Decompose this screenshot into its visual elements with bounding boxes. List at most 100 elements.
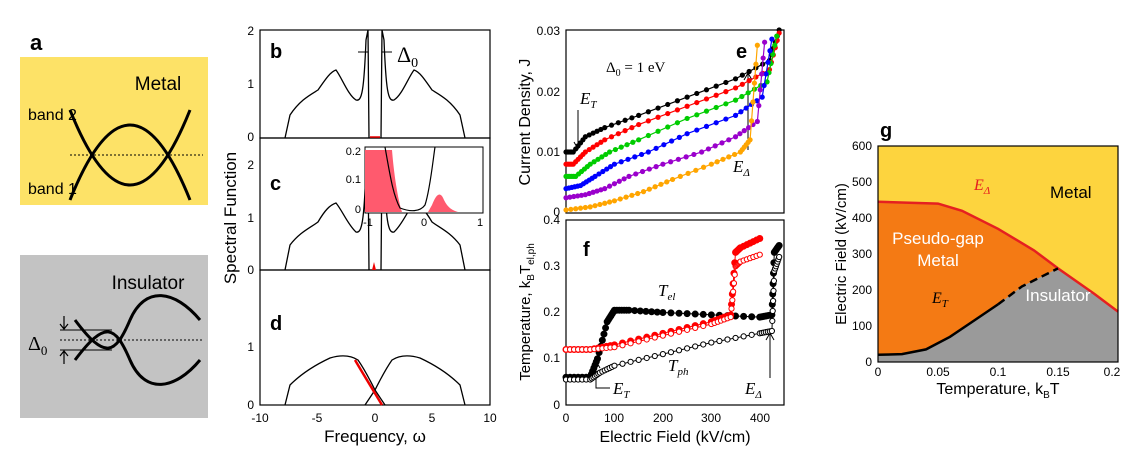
- e-point-black-10: [582, 134, 588, 140]
- spectral-d-curve-right: [364, 355, 466, 406]
- e-point-blue-31: [738, 109, 744, 115]
- inset-ytick-02: 0.2: [346, 146, 361, 158]
- f-point-3-30: [708, 339, 715, 346]
- d-ytick-1: 1: [247, 340, 254, 354]
- e-point-orange-24: [700, 164, 707, 170]
- panel-g-frame: [877, 145, 1119, 363]
- e-point-red-14: [598, 139, 604, 145]
- e-point-red-25: [684, 103, 690, 109]
- f-ytick-04: 0.4: [543, 213, 560, 227]
- e-point-black-24: [674, 98, 681, 104]
- e-point-violet-2: [571, 193, 577, 200]
- f-point-3-42: [768, 327, 775, 335]
- f-point-0-31: [631, 307, 639, 315]
- inset-xtick-1: 1: [477, 217, 483, 229]
- e-point-red-28: [713, 92, 719, 98]
- e-point-orange-15: [640, 189, 647, 195]
- panel-d-frame: [259, 269, 491, 406]
- f-xtick-100: 100: [604, 411, 624, 425]
- g-xtick-015: 0.15: [1046, 365, 1070, 379]
- e-point-violet-18: [646, 166, 652, 172]
- panel-label-c: c: [270, 173, 281, 195]
- e-point-black-27: [703, 87, 710, 93]
- b-ytick-2: 2: [247, 24, 254, 38]
- e-point-black-28: [713, 83, 719, 89]
- g-EDelta-label: EΔ: [973, 177, 990, 197]
- g-insulator-label: Insulator: [1025, 286, 1091, 305]
- f-point-0-34: [648, 308, 656, 316]
- e-point-orange-10: [611, 198, 618, 204]
- panel-f-frame: [565, 219, 785, 406]
- e-point-violet-3: [575, 193, 581, 199]
- e-point-violet-33: [746, 125, 752, 131]
- f-point-3-43: [769, 317, 776, 325]
- f-point-2-17: [651, 334, 658, 341]
- e-point-black-30: [732, 76, 739, 82]
- x-tick-5: 5: [429, 411, 436, 425]
- e-point-green-20: [636, 137, 642, 143]
- e-point-orange-27: [720, 156, 726, 162]
- f-point-3-34: [740, 333, 747, 340]
- e-point-blue-28: [713, 120, 719, 126]
- e-point-black-25: [684, 94, 690, 100]
- f-ytick-02: 0.2: [543, 305, 560, 319]
- f-point-2-35: [731, 271, 738, 278]
- e-point-blue-20: [645, 149, 651, 155]
- f-point-3-44: [769, 307, 776, 315]
- e-point-green-10: [587, 161, 593, 167]
- e-point-violet-21: [668, 159, 674, 165]
- e-point-orange-20: [669, 176, 676, 183]
- gap-arrow-up: [59, 350, 69, 364]
- e-point-violet-27: [712, 143, 718, 149]
- e-point-black-15: [602, 125, 608, 131]
- f-xtick-0: 0: [563, 411, 570, 425]
- panel-e: e 0.03 0.02 0.01 0 Current Density, J Δ0…: [517, 24, 785, 219]
- e-point-red-16: [608, 134, 615, 140]
- e-point-green-38: [770, 51, 776, 58]
- f-point-3-32: [724, 336, 731, 343]
- e-ytick-002: 0.02: [537, 85, 561, 99]
- metal-band-down: [68, 109, 192, 187]
- band1-label: band 1: [28, 181, 77, 198]
- e-point-blue-29: [723, 116, 729, 122]
- e-point-orange-35: [747, 137, 753, 143]
- f-point-3-35: [748, 331, 755, 338]
- e-point-violet-25: [699, 149, 705, 155]
- g-metal-label: Metal: [1050, 183, 1092, 202]
- e-point-violet-22: [675, 156, 681, 162]
- f-point-0-17: [602, 324, 610, 332]
- e-point-red-22: [655, 114, 661, 120]
- e-point-blue-21: [653, 145, 659, 151]
- e-point-orange-29: [731, 151, 738, 158]
- f-point-0-47: [748, 313, 756, 321]
- f-xtick-200: 200: [653, 411, 673, 425]
- e-point-orange-3: [577, 205, 584, 211]
- f-point-2-34: [730, 280, 738, 287]
- f-point-0-36: [659, 309, 667, 316]
- g-ytick-600: 600: [852, 139, 872, 153]
- f-point-2-14: [627, 340, 634, 347]
- f-point-0-42: [707, 311, 715, 319]
- f-point-3-33: [732, 334, 739, 342]
- e-point-green-16: [612, 146, 619, 153]
- e-point-orange-40: [754, 42, 760, 48]
- e-point-green-23: [665, 124, 671, 130]
- b-ytick-0: 0: [247, 130, 254, 144]
- g-ET-boundary-dashed: [997, 267, 1059, 306]
- metal-band-up: [68, 123, 192, 201]
- e-point-blue-32: [743, 105, 749, 111]
- e-point-orange-37: [750, 99, 756, 105]
- g-pseudo-label-1: Pseudo-gap: [892, 229, 984, 248]
- f-point-3-24: [659, 351, 666, 358]
- e-point-green-28: [713, 104, 719, 111]
- g-regions: [877, 146, 1119, 362]
- f-point-2-16: [643, 336, 650, 343]
- e-point-green-15: [607, 149, 613, 155]
- spectral-c-red: [372, 262, 376, 270]
- e-point-black-11: [586, 132, 592, 138]
- f-point-2-48: [756, 251, 763, 258]
- e-point-violet-19: [653, 164, 659, 170]
- f-point-3-28: [692, 343, 699, 350]
- e-point-green-12: [595, 156, 601, 162]
